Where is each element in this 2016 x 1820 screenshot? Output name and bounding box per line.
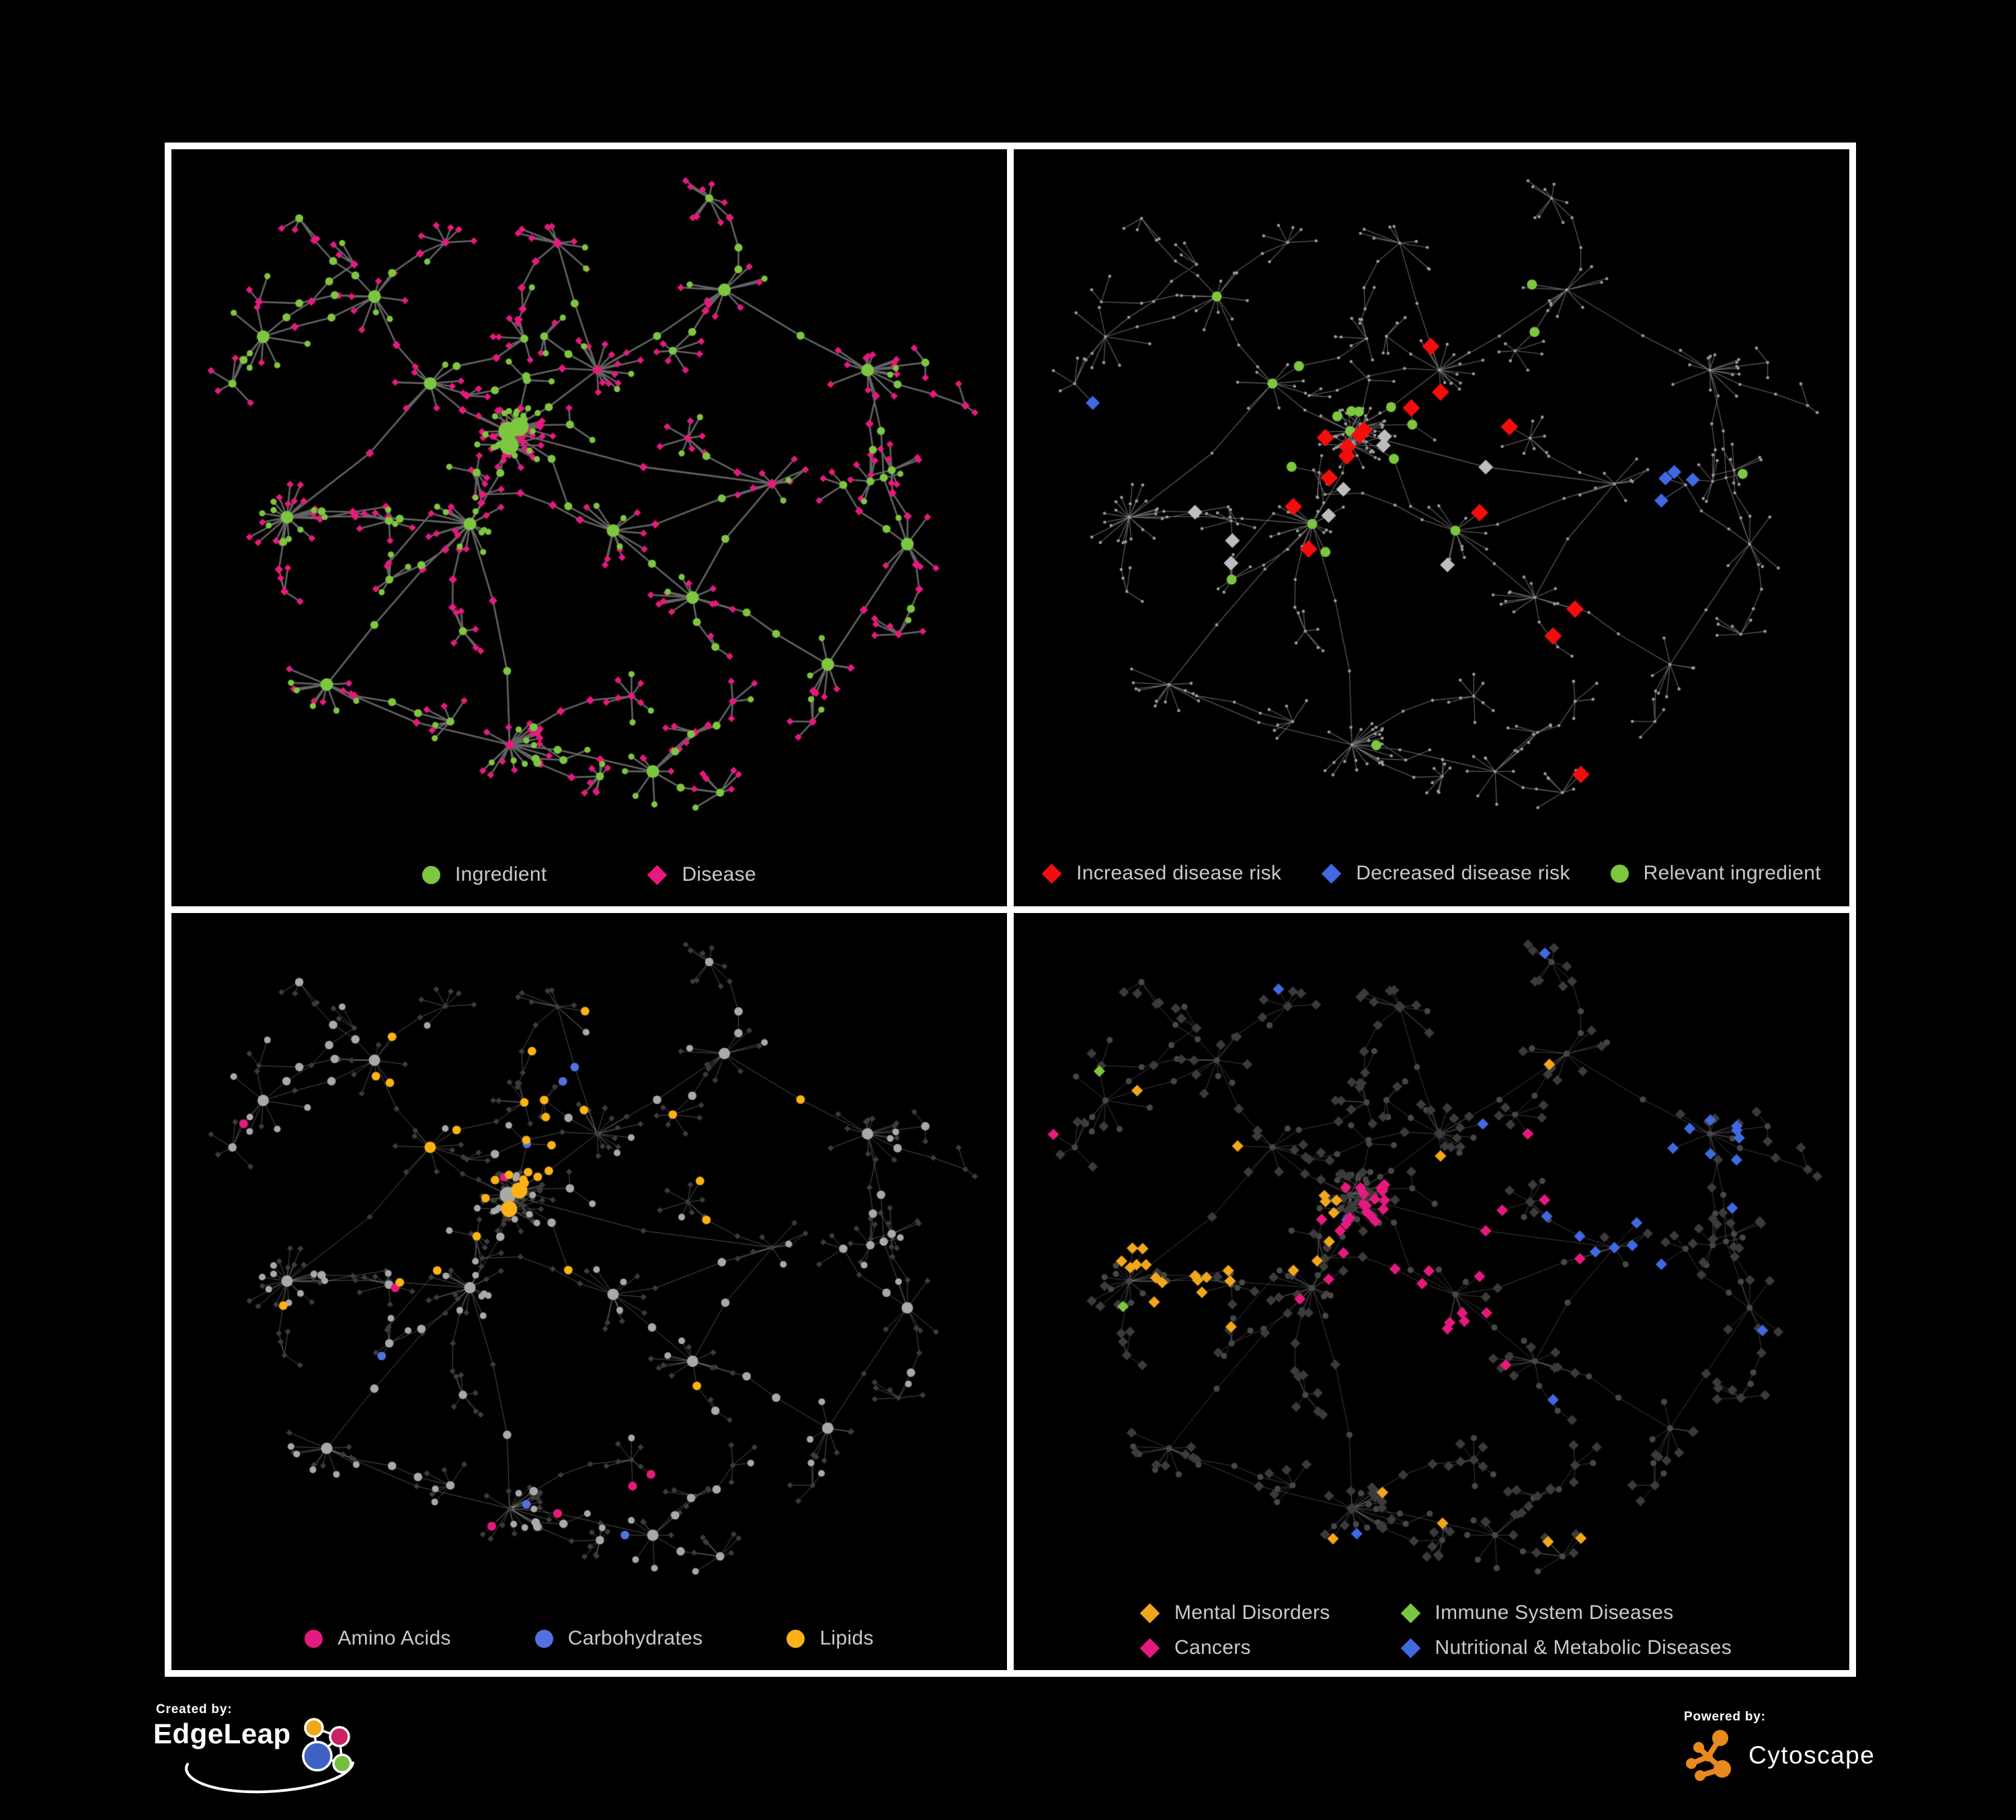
- carbohydrates-circle-marker: [534, 1629, 553, 1648]
- disease-diamond-marker: [647, 865, 668, 885]
- cytoscape-network-icon: [1686, 1730, 1731, 1781]
- panel-disease-risk: Increased disease risk Decreased disease…: [1014, 149, 1849, 906]
- legend-label: Cancers: [1174, 1636, 1251, 1659]
- legend-item: Carbohydrates: [534, 1627, 703, 1650]
- legend-label: Disease: [682, 863, 756, 885]
- legend-disease-classes: Mental Disorders Cancers Immune System D…: [1139, 1601, 1732, 1659]
- edgeleap-credit: Created by: EdgeLeap: [153, 1702, 362, 1794]
- ingredient-circle-marker: [422, 865, 441, 884]
- network-canvas-disease-classes: [1014, 913, 1849, 1622]
- amino-acids-circle-marker: [305, 1629, 323, 1648]
- legend-disease-risk: Increased disease risk Decreased disease…: [1014, 862, 1849, 885]
- legend-label: Ingredient: [455, 863, 547, 885]
- legend-item: Relevant ingredient: [1610, 862, 1821, 885]
- edgeleap-network-icon: [184, 1718, 354, 1794]
- panel-disease-classes: Mental Disorders Cancers Immune System D…: [1014, 913, 1849, 1670]
- legend-label: Relevant ingredient: [1643, 862, 1821, 884]
- network-canvas-disease-risk: [1014, 149, 1849, 859]
- legend-label: Increased disease risk: [1076, 862, 1282, 884]
- legend-label: Nutritional & Metabolic Diseases: [1435, 1636, 1732, 1659]
- legend-item: Increased disease risk: [1041, 862, 1282, 885]
- relevant-ingredient-circle-marker: [1610, 864, 1629, 883]
- legend-label: Lipids: [819, 1627, 874, 1649]
- legend-ingredient-classes: Amino Acids Carbohydrates Lipids: [171, 1627, 1007, 1650]
- legend-item: Nutritional & Metabolic Diseases: [1400, 1636, 1732, 1659]
- legend-item: Amino Acids: [305, 1627, 450, 1650]
- edgeleap-logo-row: EdgeLeap: [153, 1718, 362, 1794]
- legend-item: Disease: [647, 863, 756, 886]
- cytoscape-wordmark: Cytoscape: [1748, 1741, 1876, 1769]
- legend-label: Immune System Diseases: [1435, 1601, 1674, 1624]
- cytoscape-credit: Powered by: Cytoscape: [1684, 1710, 1875, 1784]
- legend-ingredient-disease: Ingredient Disease: [171, 863, 1007, 886]
- decreased-risk-diamond-marker: [1321, 863, 1342, 883]
- legend-label: Decreased disease risk: [1356, 862, 1570, 884]
- network-canvas-ingredient-disease: [171, 149, 1007, 859]
- panel-ingredient-disease: Ingredient Disease: [171, 149, 1007, 906]
- legend-item: Decreased disease risk: [1321, 862, 1570, 885]
- powered-by-label: Powered by:: [1684, 1710, 1766, 1724]
- legend-item: Mental Disorders: [1139, 1601, 1330, 1624]
- increased-risk-diamond-marker: [1041, 863, 1062, 883]
- legend-label: Amino Acids: [337, 1627, 451, 1649]
- cytoscape-logo-row: Cytoscape: [1684, 1727, 1875, 1784]
- legend-item: Lipids: [787, 1627, 873, 1650]
- network-canvas-ingredient-classes: [171, 913, 1007, 1622]
- legend-item: Immune System Diseases: [1400, 1601, 1732, 1624]
- legend-item: Cancers: [1139, 1636, 1330, 1659]
- created-by-label: Created by:: [156, 1702, 233, 1716]
- nutritional-diseases-diamond-marker: [1400, 1638, 1420, 1658]
- mental-disorders-diamond-marker: [1139, 1603, 1160, 1623]
- figure-grid: Ingredient Disease Increased disease ris…: [165, 143, 1856, 1677]
- cancers-diamond-marker: [1139, 1638, 1160, 1658]
- lipids-circle-marker: [787, 1629, 805, 1648]
- edgeleap-wordmark: EdgeLeap: [153, 1718, 291, 1749]
- legend-item: Ingredient: [422, 863, 547, 886]
- legend-label: Mental Disorders: [1174, 1601, 1330, 1624]
- panel-ingredient-classes: Amino Acids Carbohydrates Lipids: [171, 913, 1007, 1670]
- immune-diseases-diamond-marker: [1400, 1603, 1420, 1623]
- legend-label: Carbohydrates: [567, 1627, 703, 1649]
